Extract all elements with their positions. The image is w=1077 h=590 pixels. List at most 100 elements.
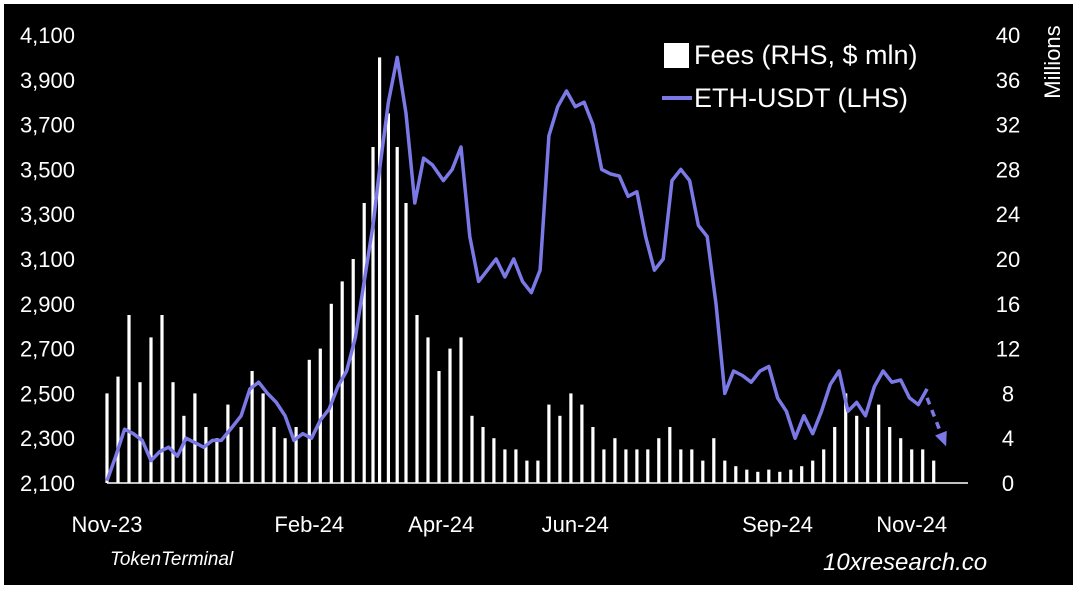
y-right-tick-label: 16 (996, 292, 1020, 317)
y-right-axis-label: Millions (1040, 25, 1065, 98)
y-left-tick-label: 4,100 (20, 23, 75, 48)
fee-bar-68 (844, 393, 848, 483)
fee-bar-57 (723, 460, 727, 483)
forecast-arrow-head (935, 430, 947, 447)
fee-bar-67 (833, 427, 837, 483)
fee-bar-65 (811, 460, 815, 483)
x-tick-label: Jun-24 (542, 512, 609, 537)
legend-label-eth: ETH-USDT (LHS) (694, 83, 908, 113)
fee-bar-58 (734, 466, 738, 483)
fee-bar-71 (877, 404, 881, 483)
fee-bar-73 (899, 438, 903, 483)
y-left-tick-label: 3,300 (20, 202, 75, 227)
fee-bar-47 (613, 438, 617, 483)
fee-bar-12 (239, 427, 243, 483)
fee-bar-50 (646, 449, 650, 483)
fee-bar-66 (822, 449, 826, 483)
fee-bar-35 (481, 427, 485, 483)
y-right-tick-label: 4 (1002, 426, 1014, 451)
fee-bar-56 (712, 438, 716, 483)
fee-bar-9 (204, 427, 208, 483)
fee-bar-49 (635, 449, 639, 483)
fee-bar-36 (492, 438, 496, 483)
y-left-tick-label: 3,900 (20, 68, 75, 93)
y-right-tick-label: 40 (996, 23, 1020, 48)
fee-bar-10 (215, 438, 219, 483)
fee-bar-75 (921, 449, 925, 483)
fee-bar-27 (395, 147, 399, 483)
fee-bar-14 (261, 393, 265, 483)
fee-bar-69 (855, 415, 859, 483)
fee-bar-70 (866, 427, 870, 483)
y-left-tick-label: 2,100 (20, 471, 75, 496)
fee-bar-22 (351, 259, 355, 483)
y-left-tick-label: 3,100 (20, 247, 75, 272)
fee-bar-7 (182, 415, 186, 483)
fee-bar-19 (318, 348, 322, 483)
eth-usdt-line (105, 55, 929, 482)
x-tick-label: Nov-23 (72, 512, 143, 537)
fee-bar-3 (138, 382, 142, 483)
fee-bar-60 (756, 471, 760, 483)
fee-bar-41 (547, 404, 551, 483)
x-tick-label: Feb-24 (274, 512, 344, 537)
fee-bar-5 (160, 315, 164, 483)
fee-bar-52 (668, 427, 672, 483)
fee-bar-42 (558, 415, 562, 483)
fee-bar-1 (116, 376, 120, 483)
fee-bar-40 (536, 460, 540, 483)
y-right-tick-label: 24 (996, 202, 1020, 227)
y-left-tick-label: 2,900 (20, 292, 75, 317)
fee-bar-55 (701, 460, 705, 483)
fee-bar-64 (800, 466, 804, 483)
y-right-tick-label: 8 (1002, 381, 1014, 406)
fee-bar-38 (514, 449, 518, 483)
fee-bar-32 (448, 348, 452, 483)
fee-bar-37 (503, 449, 507, 483)
fee-bar-2 (127, 315, 131, 483)
y-right-tick-label: 36 (996, 68, 1020, 93)
x-tick-label: Apr-24 (408, 512, 474, 537)
fee-bar-31 (437, 371, 441, 483)
fee-bar-13 (250, 371, 254, 483)
fee-bar-16 (283, 438, 287, 483)
y-right-tick-label: 32 (996, 113, 1020, 138)
y-right-tick-label: 0 (1002, 471, 1014, 496)
fee-bar-4 (149, 337, 153, 483)
y-right-tick-label: 28 (996, 157, 1020, 182)
fee-bar-26 (386, 113, 390, 484)
fee-bar-0 (105, 393, 109, 483)
fee-bar-43 (569, 393, 573, 483)
x-tick-label: Nov-24 (876, 512, 947, 537)
fee-bar-61 (767, 469, 771, 483)
fee-bar-24 (371, 147, 375, 483)
fee-bar-46 (602, 449, 606, 483)
fee-bar-44 (580, 404, 584, 483)
fee-bar-8 (193, 393, 197, 483)
fee-bar-62 (778, 471, 782, 483)
fee-bar-15 (272, 427, 276, 483)
fee-bar-76 (932, 460, 936, 483)
fee-bar-48 (624, 449, 628, 483)
fee-bar-28 (404, 203, 408, 483)
fee-bar-29 (415, 315, 419, 483)
y-right-tick-label: 20 (996, 247, 1020, 272)
fee-bar-23 (362, 203, 366, 483)
fee-bar-39 (525, 460, 529, 483)
fee-bar-51 (657, 438, 661, 483)
y-left-tick-label: 2,300 (20, 426, 75, 451)
fee-bar-18 (307, 359, 311, 483)
y-left-tick-label: 3,700 (20, 113, 75, 138)
fee-bar-63 (789, 469, 793, 483)
brand-label: 10xresearch.co (823, 549, 987, 576)
fee-bar-53 (679, 449, 683, 483)
fee-bar-6 (171, 382, 175, 483)
x-tick-label: Sep-24 (742, 512, 813, 537)
fee-bar-17 (294, 427, 298, 483)
fee-bar-11 (226, 404, 230, 483)
legend-swatch-fees (664, 43, 689, 68)
fee-bar-72 (888, 427, 892, 483)
y-left-tick-label: 2,700 (20, 337, 75, 362)
